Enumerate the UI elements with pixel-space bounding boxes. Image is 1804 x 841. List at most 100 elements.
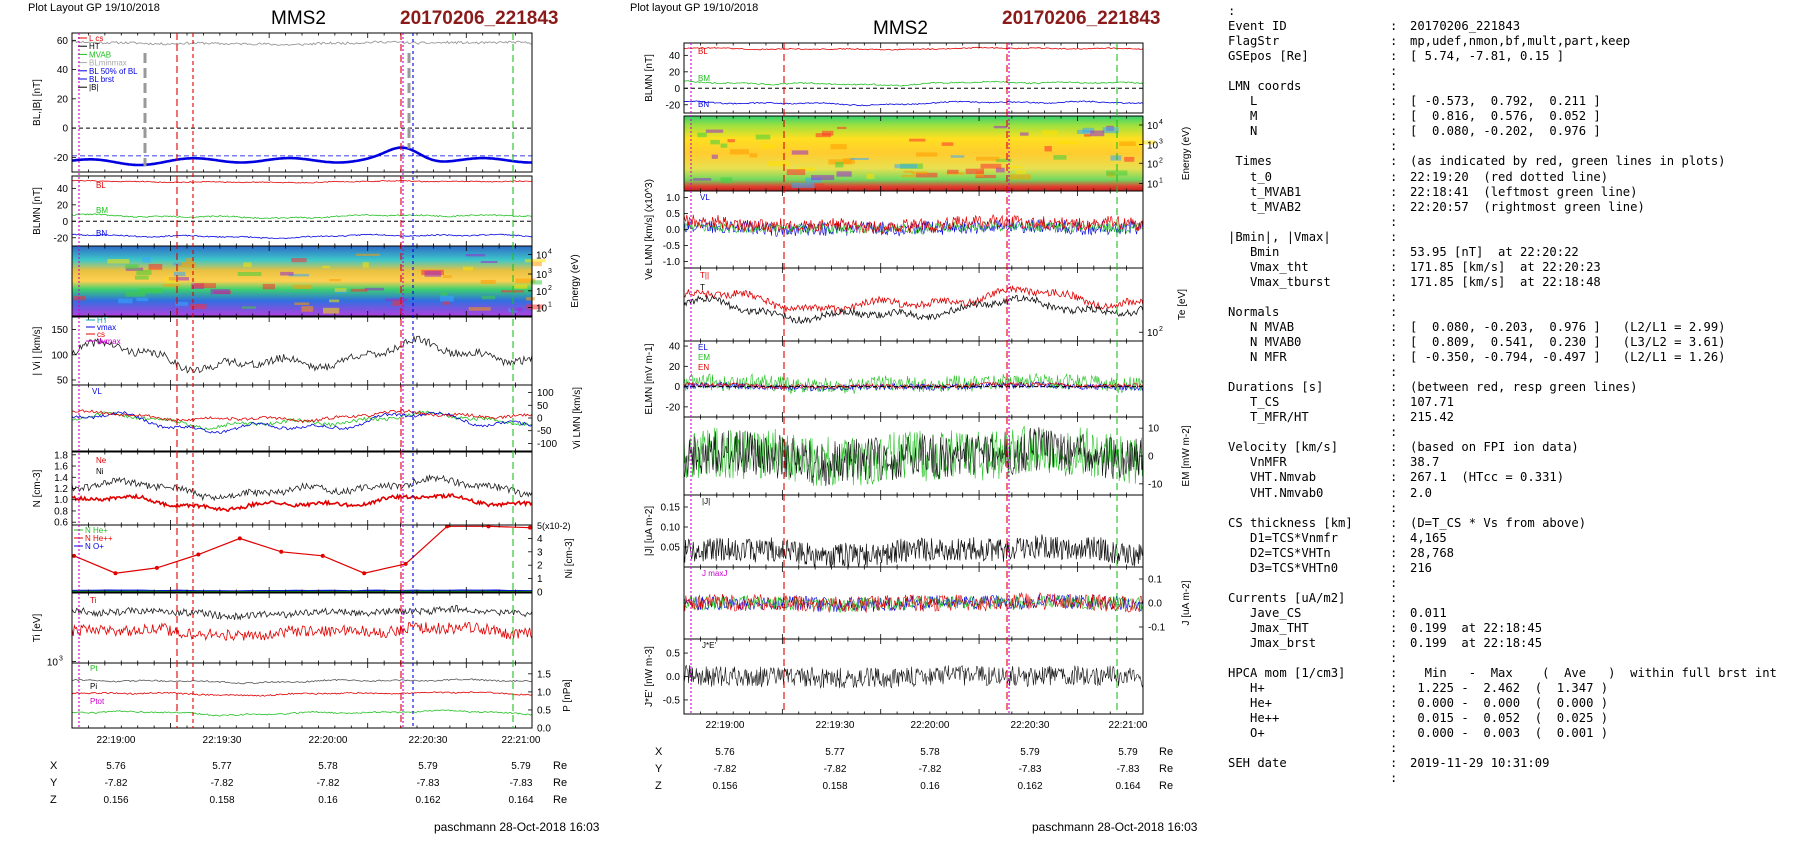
- info-key: Currents [uA/m2]: [1228, 590, 1346, 605]
- info-row: O+: 0.000 - 0.003 ( 0.001 ): [1228, 726, 1802, 741]
- tick-label: 0: [62, 217, 68, 228]
- tick-label: 1.4: [54, 473, 68, 484]
- series-line-ti-perp: [71, 621, 533, 642]
- tick-label: 1.5: [537, 669, 551, 680]
- series-line-jm: [683, 594, 1144, 613]
- spectrogram-texture: [243, 262, 252, 268]
- info-value: 171.85 [km/s] at 22:20:23: [1410, 259, 1601, 274]
- data-point: [528, 525, 532, 530]
- position-value: -7.82: [714, 764, 737, 775]
- tick-label: 3: [59, 656, 63, 663]
- series-label: Ti: [90, 596, 97, 605]
- info-key: CS thickness [km]: [1228, 515, 1353, 530]
- info-colon: :: [1390, 440, 1398, 455]
- spectrogram-texture: [836, 171, 852, 177]
- x-tick-label: 22:19:00: [706, 720, 745, 731]
- series-line-ven: [683, 213, 1144, 235]
- info-key: T_MFR/HT: [1228, 410, 1309, 425]
- spectrogram-texture: [350, 288, 368, 292]
- info-row: :: [1228, 139, 1802, 154]
- position-value: -7.82: [211, 778, 234, 789]
- series-label: VL: [92, 387, 102, 396]
- info-key: HPCA mom [1/cm3]: [1228, 666, 1346, 681]
- tick-label: 50: [57, 375, 69, 386]
- series-label: EM: [698, 353, 710, 362]
- spectrogram-texture: [442, 301, 451, 305]
- tick-label: 2: [1159, 326, 1163, 333]
- series-label: EL: [698, 343, 708, 352]
- tick-label: -100: [537, 439, 557, 450]
- spectrogram-texture: [811, 175, 835, 181]
- panel-b-frame: [71, 32, 533, 173]
- info-colon: :: [1390, 545, 1398, 560]
- spectrogram-texture: [134, 275, 149, 280]
- spectrogram-texture: [830, 144, 847, 150]
- series-label: |J|: [702, 497, 710, 506]
- tick-label: 10: [1147, 121, 1159, 132]
- spectrogram-texture: [916, 152, 938, 157]
- info-colon: :: [1390, 350, 1398, 365]
- spectrogram-texture: [396, 289, 412, 293]
- series-line-bm: [71, 213, 533, 220]
- position-value: -7.82: [824, 764, 847, 775]
- info-row: :: [1228, 741, 1802, 756]
- info-row: D3=TCS*VHTn0:216: [1228, 561, 1802, 576]
- spectrogram-texture: [1008, 174, 1031, 180]
- info-key: FlagStr: [1228, 34, 1280, 49]
- info-colon: :: [1390, 244, 1398, 259]
- position-value: 5.76: [715, 747, 735, 758]
- spectrogram-texture: [729, 149, 749, 155]
- x-tick-label: 22:21:00: [502, 735, 541, 746]
- spectrogram-texture: [995, 158, 1012, 163]
- series-line-bl: [71, 179, 533, 184]
- tick-label: 2: [1159, 157, 1163, 164]
- series-label: Pi: [90, 682, 97, 691]
- info-key: D1=TCS*Vnmfr: [1228, 530, 1339, 545]
- position-row-label: Z: [50, 794, 57, 806]
- tick-label: 10: [536, 304, 548, 315]
- spectrogram-texture: [481, 295, 496, 300]
- spectrogram-texture: [526, 304, 544, 310]
- axis-label: Energy (eV): [1181, 127, 1192, 180]
- info-colon: :: [1390, 771, 1398, 786]
- spectrogram-texture: [301, 306, 314, 312]
- spectrogram-texture: [901, 174, 916, 178]
- position-value: -7.82: [317, 778, 340, 789]
- tick-label: 50: [537, 401, 549, 412]
- spectrogram-texture: [1089, 130, 1105, 137]
- position-unit: Re: [1159, 780, 1173, 792]
- position-value: -7.83: [417, 778, 440, 789]
- spectrogram-texture: [1102, 127, 1119, 134]
- spectrogram-texture: [767, 161, 791, 167]
- tick-label: 0.1: [1148, 575, 1162, 586]
- info-row: M: [ 0.816, 0.576, 0.052 ]: [1228, 109, 1802, 124]
- spectrogram-texture: [530, 280, 542, 285]
- spectrogram-texture: [118, 298, 133, 304]
- left-spacecraft-title: MMS2: [271, 8, 326, 29]
- data-point: [320, 553, 325, 558]
- axis-label: BL,|B| [nT]: [32, 79, 43, 126]
- spectrogram-texture: [385, 298, 408, 302]
- tick-label: 0: [537, 588, 543, 599]
- spectrogram-texture: [329, 299, 340, 303]
- panel-vi-frame: [71, 316, 533, 386]
- spectrogram-texture: [866, 173, 875, 180]
- info-colon: :: [1390, 425, 1398, 440]
- info-value: 22:19:20 (red dotted line): [1410, 169, 1609, 184]
- info-key: [1228, 651, 1390, 666]
- info-key: VHT.Nmvab0: [1228, 485, 1324, 500]
- spectrogram-texture: [136, 269, 152, 276]
- info-row: VnMFR:38.7: [1228, 455, 1802, 470]
- series-line-pi: [71, 691, 533, 697]
- tick-label: 150: [51, 325, 68, 336]
- position-value: 0.156: [712, 781, 737, 792]
- spectrogram-texture: [1110, 155, 1122, 161]
- info-colon: :: [1390, 590, 1398, 605]
- tick-label: 40: [57, 184, 69, 195]
- info-colon: :: [1390, 470, 1398, 485]
- position-value: 5.78: [318, 761, 338, 772]
- tick-label: 40: [669, 51, 681, 62]
- spectrogram-image: [684, 116, 1143, 191]
- x-tick-label: 22:19:30: [203, 735, 242, 746]
